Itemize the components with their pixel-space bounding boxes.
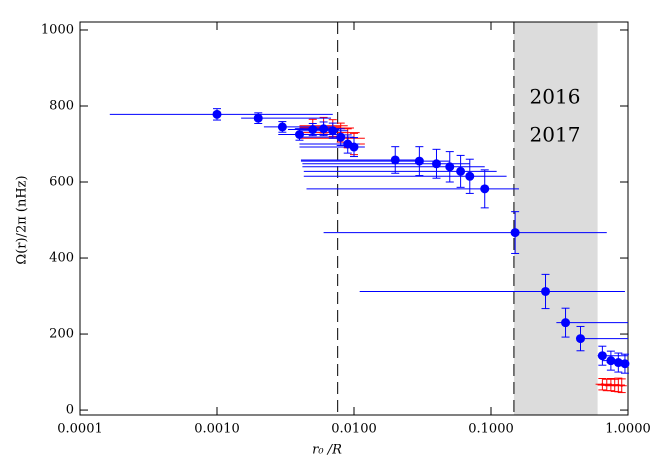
y-axis-label: Ω(r)/2π (nHz) bbox=[15, 175, 30, 264]
point bbox=[390, 155, 400, 165]
x-tick-label: 0.0010 bbox=[194, 422, 240, 437]
point bbox=[431, 159, 441, 169]
point bbox=[613, 358, 623, 368]
point bbox=[212, 109, 222, 119]
shaded-region bbox=[513, 22, 598, 415]
point bbox=[445, 162, 455, 172]
point bbox=[541, 286, 551, 296]
point bbox=[480, 184, 490, 194]
y-tick-label: 400 bbox=[49, 251, 74, 266]
legend-entry: 2017 bbox=[530, 123, 581, 147]
series-2017 bbox=[109, 108, 630, 374]
legend-entry: 2016 bbox=[530, 85, 581, 109]
x-tick-label: 0.0100 bbox=[331, 422, 377, 437]
point bbox=[620, 359, 630, 369]
point bbox=[308, 125, 318, 135]
point bbox=[328, 126, 338, 136]
y-tick-label: 800 bbox=[49, 98, 74, 113]
point bbox=[510, 228, 520, 238]
y-tick-label: 200 bbox=[49, 327, 74, 342]
point bbox=[336, 132, 346, 142]
y-tick-label: 0 bbox=[66, 403, 74, 418]
point bbox=[561, 318, 571, 328]
point bbox=[620, 384, 623, 387]
point bbox=[277, 122, 287, 132]
x-tick-label: 1.0000 bbox=[605, 422, 651, 437]
point bbox=[465, 171, 475, 181]
point bbox=[349, 142, 359, 152]
x-axis-label: r₀ /R bbox=[312, 443, 342, 458]
point bbox=[617, 383, 620, 386]
point bbox=[597, 351, 607, 361]
point bbox=[319, 124, 329, 134]
x-tick-label: 0.0001 bbox=[57, 422, 103, 437]
point bbox=[253, 113, 263, 123]
x-tick-label: 0.1000 bbox=[468, 422, 514, 437]
point bbox=[575, 334, 585, 344]
y-tick-label: 600 bbox=[49, 175, 74, 190]
y-tick-label: 1000 bbox=[41, 22, 74, 37]
point bbox=[456, 166, 466, 176]
